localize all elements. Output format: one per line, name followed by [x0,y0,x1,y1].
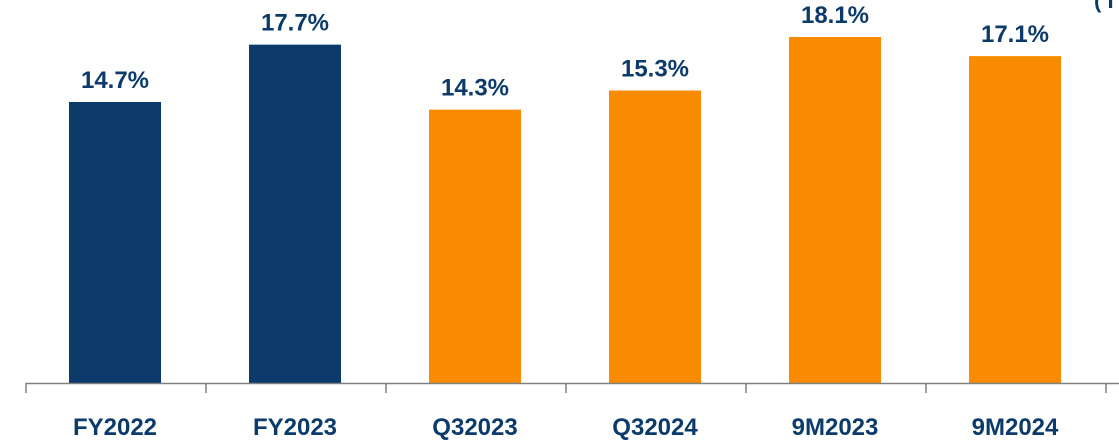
bar-q32023 [429,109,521,384]
value-labels-group: 14.7% 17.7% 14.3% 15.3% 18.1% 17.1% [81,2,1049,102]
bar-fy2022 [69,102,161,383]
x-tick-label-9m2024: 9M2024 [972,414,1059,441]
value-label-fy2023: 17.7% [261,10,329,37]
corner-partial-text: ( I [1094,0,1114,13]
x-tick-label-q32023: Q32023 [432,414,517,441]
x-tick-label-9m2023: 9M2023 [792,414,879,441]
value-label-q32023: 14.3% [441,75,509,102]
x-tick-labels-group: FY2022 FY2023 Q32023 Q32024 9M2023 9M2024 [73,414,1059,441]
value-label-9m2024: 17.1% [981,21,1049,48]
value-label-fy2022: 14.7% [81,67,149,94]
bar-q32024 [609,90,701,383]
bar-fy2023 [249,44,341,383]
bar-9m2023 [789,37,881,383]
bar-9m2024 [969,56,1061,384]
x-tick-label-fy2023: FY2023 [253,414,337,441]
bars-group [69,37,1061,384]
x-axis [25,382,1119,393]
value-label-q32024: 15.3% [621,56,689,83]
x-tick-label-fy2022: FY2022 [73,414,157,441]
value-label-9m2023: 18.1% [801,2,869,29]
x-tick-label-q32024: Q32024 [612,414,698,441]
